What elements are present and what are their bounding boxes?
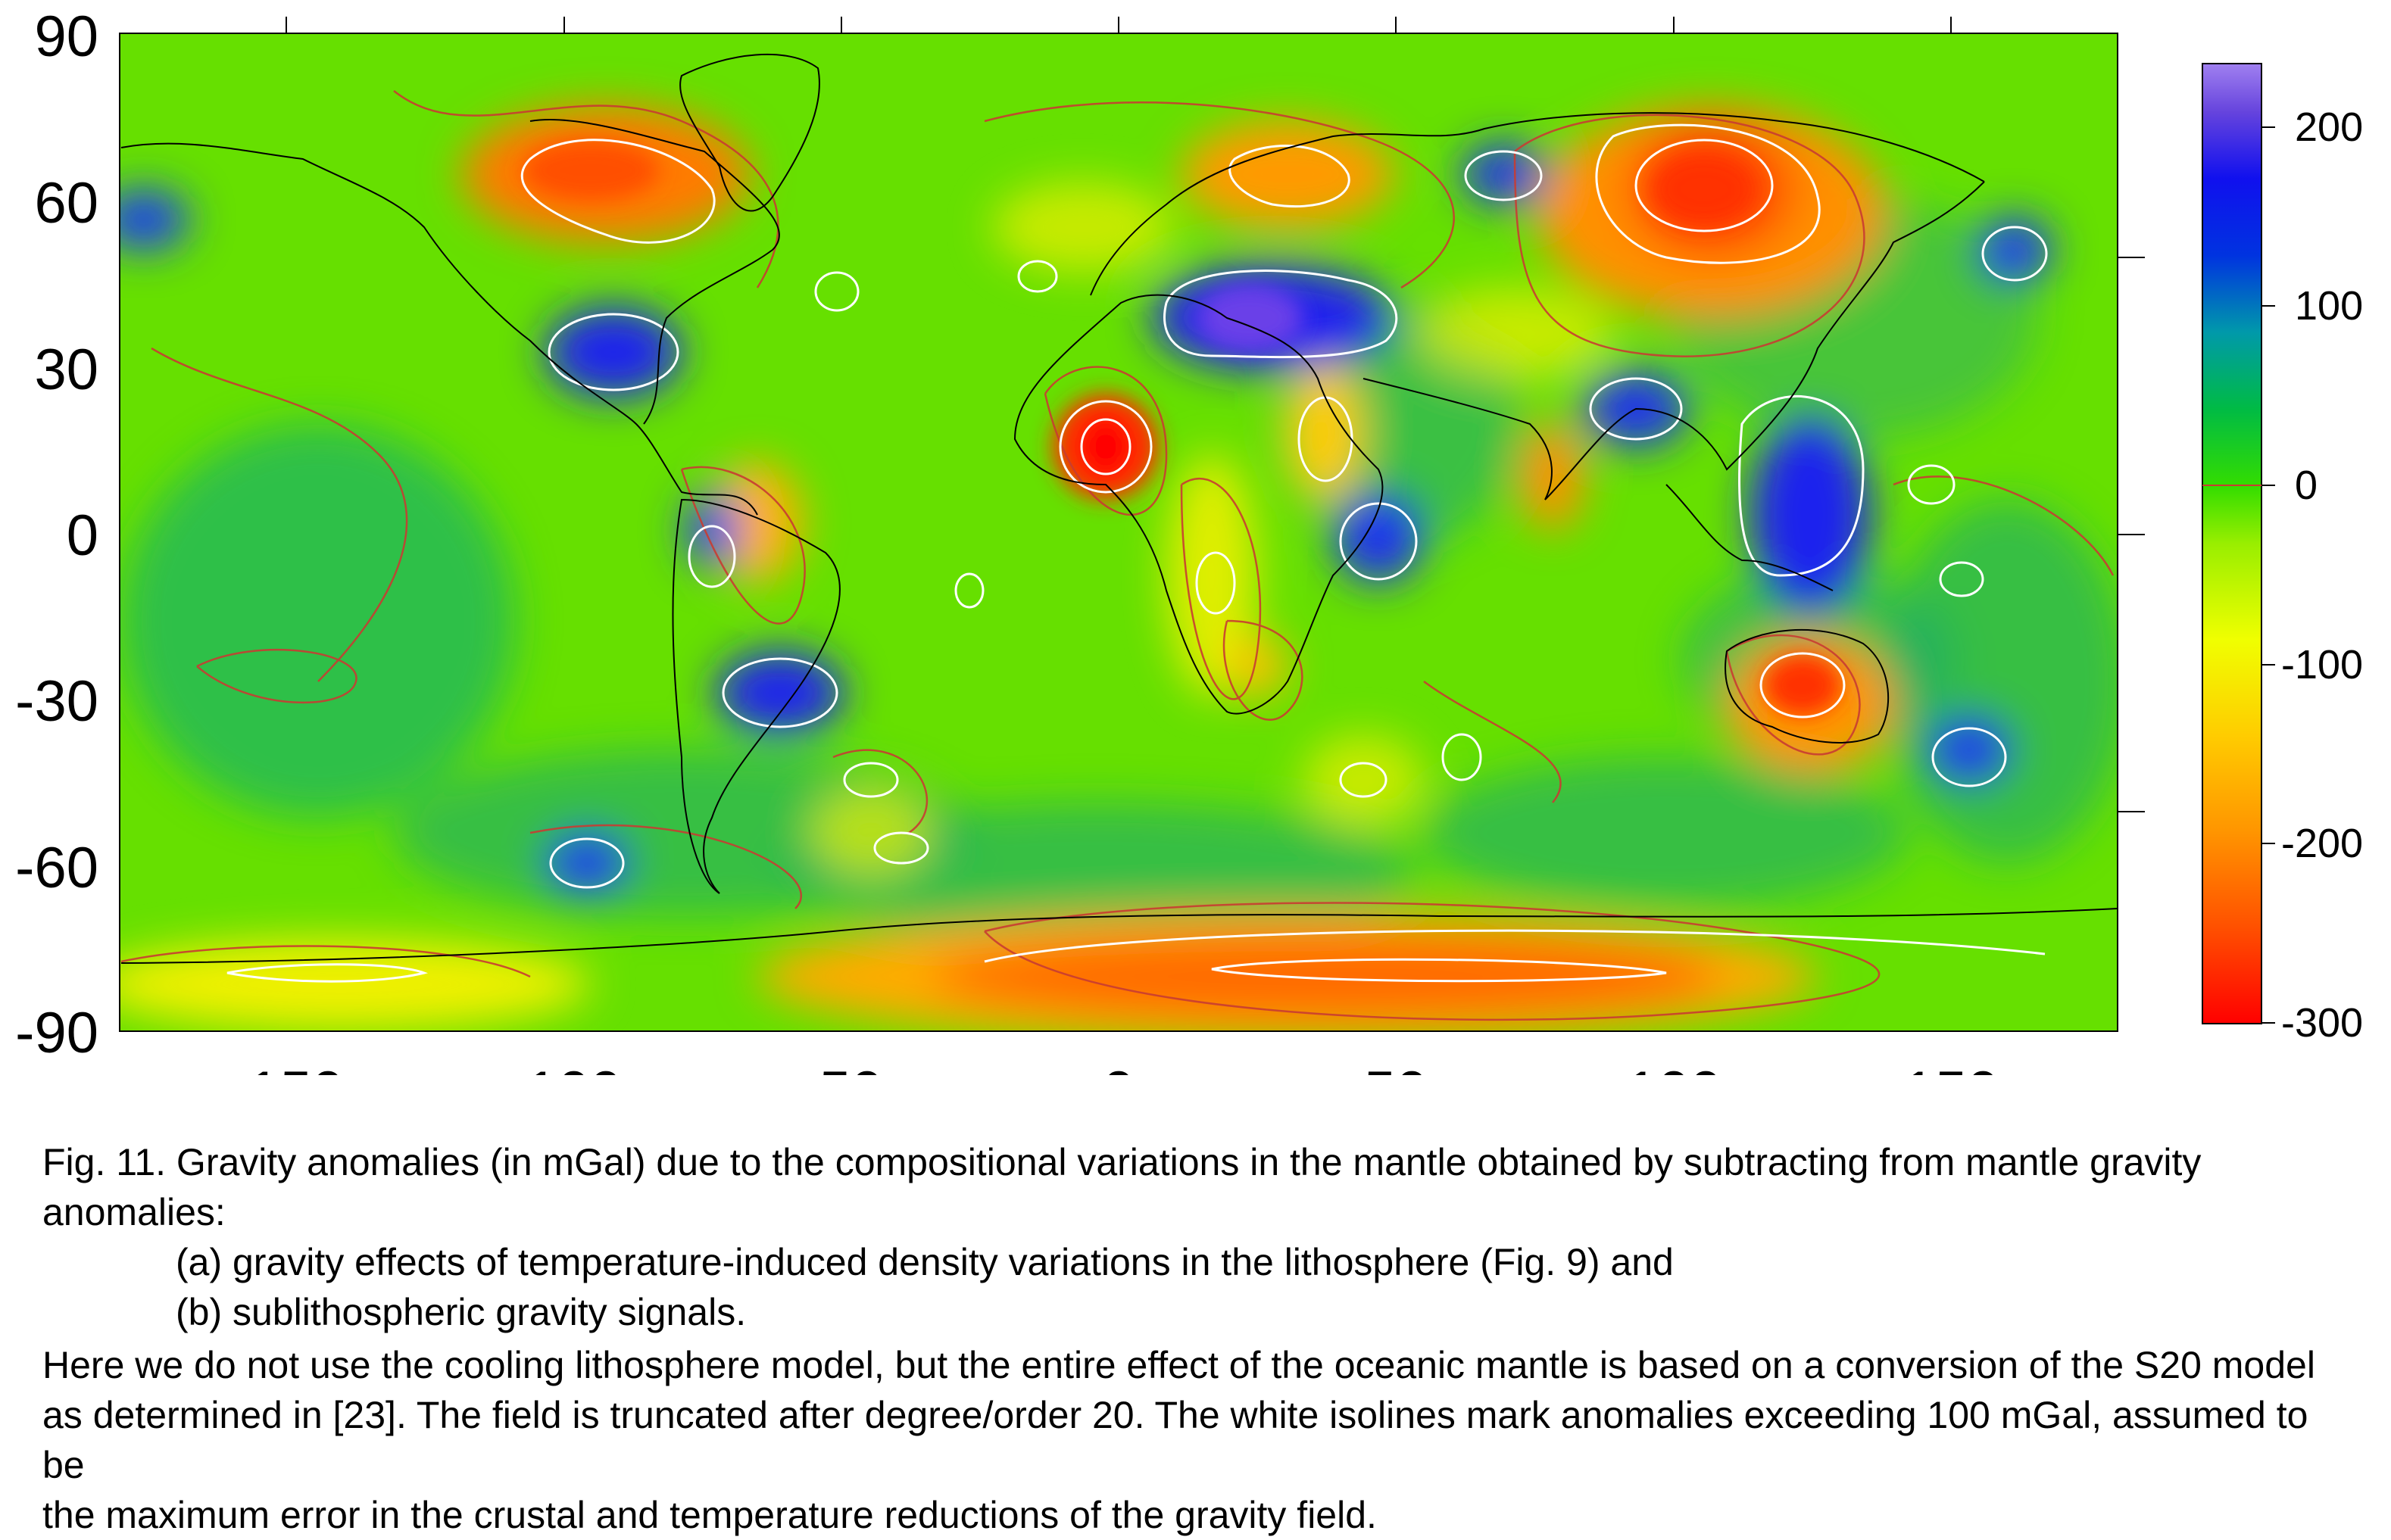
colorbar: 200 100 0 -100 -200 -300 xyxy=(2202,63,2363,1046)
note-line: as determined in [23]. The field is trun… xyxy=(42,1394,2308,1486)
colorbar-tick-label: -300 xyxy=(2281,1000,2363,1046)
caption-line: (b) sublithospheric gravity signals. xyxy=(176,1291,747,1333)
colorbar-tick-label: 200 xyxy=(2295,104,2363,150)
gravity-anomaly-figure: 90 60 30 0 -30 -60 -90 -150 -100 -50 0 5… xyxy=(15,5,2363,1075)
x-tick-label: -100 xyxy=(507,1060,622,1075)
note-line: the maximum error in the crustal and tem… xyxy=(42,1494,1377,1536)
y-tick-label: 30 xyxy=(34,338,98,402)
x-tick-label: 0 xyxy=(1103,1060,1135,1075)
colorbar-tick-label: 100 xyxy=(2295,283,2363,329)
colorbar-tick-label: -200 xyxy=(2281,821,2363,866)
y-tick-label: -60 xyxy=(15,836,98,900)
caption-line: Fig. 11. Gravity anomalies (in mGal) due… xyxy=(42,1141,2202,1233)
figure-note: Here we do not use the cooling lithosphe… xyxy=(42,1340,2352,1540)
colorbar-tick-label: -100 xyxy=(2281,642,2363,687)
colorbar-tick-label: 0 xyxy=(2295,463,2318,508)
y-tick-label: -30 xyxy=(15,669,98,734)
figure-caption: Fig. 11. Gravity anomalies (in mGal) due… xyxy=(42,1137,2352,1337)
x-tick-label: 150 xyxy=(1903,1060,1999,1075)
y-tick-label: -90 xyxy=(15,1001,98,1065)
y-tick-label: 60 xyxy=(34,171,98,235)
y-tick-label: 0 xyxy=(67,503,98,568)
x-tick-label: 50 xyxy=(1364,1060,1428,1075)
y-tick-label: 90 xyxy=(34,5,98,69)
note-line: Here we do not use the cooling lithosphe… xyxy=(42,1344,2315,1386)
caption-line: (a) gravity effects of temperature-induc… xyxy=(176,1241,1674,1283)
gravity-anomaly-map xyxy=(120,33,2118,1031)
x-tick-label: -150 xyxy=(229,1060,344,1075)
x-tick-label: 100 xyxy=(1626,1060,1722,1075)
colorbar-gradient xyxy=(2202,63,2262,1024)
x-tick-label: -50 xyxy=(800,1060,883,1075)
